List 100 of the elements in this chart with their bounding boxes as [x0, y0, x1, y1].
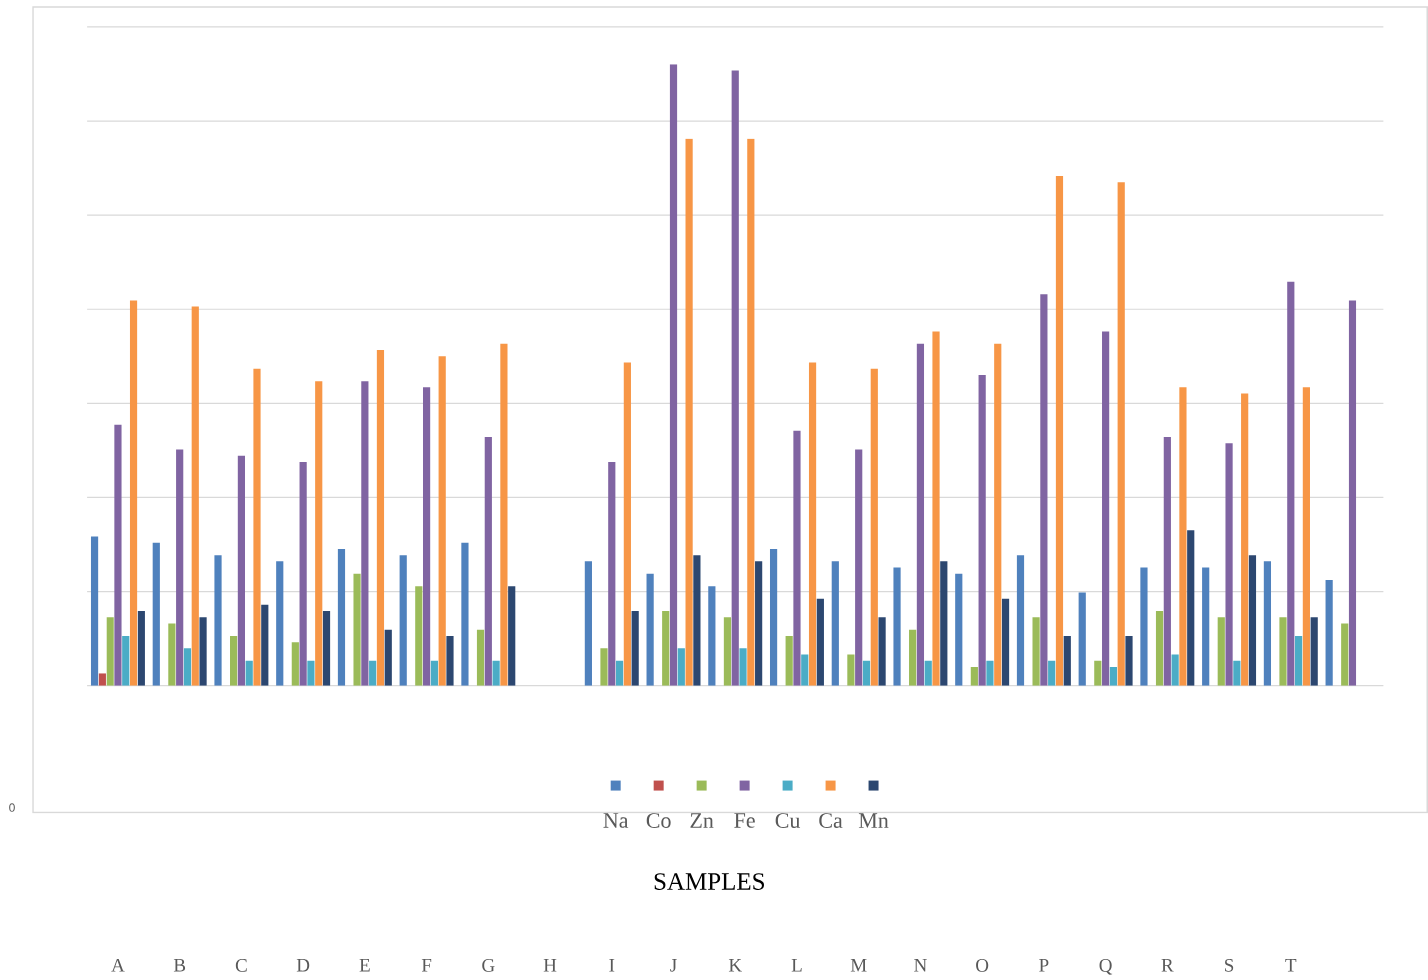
bar: [1102, 331, 1110, 686]
bar: [1187, 530, 1195, 686]
bar: [808, 362, 817, 686]
x-tick-label: I: [609, 958, 615, 972]
bar: [615, 660, 624, 686]
bar: [723, 617, 732, 686]
bar: [785, 635, 793, 686]
bar: [1310, 617, 1318, 686]
x-tick-label: M: [850, 958, 867, 972]
bar: [438, 356, 446, 686]
x-tick-label: J: [670, 958, 677, 972]
bar: [924, 660, 932, 686]
bar: [1348, 300, 1357, 686]
bar: [307, 660, 315, 686]
bar: [399, 554, 407, 686]
bar: [769, 548, 778, 686]
x-tick-label: A: [111, 958, 125, 972]
bar: [940, 561, 948, 686]
bar: [878, 617, 886, 686]
legend-label: Zn: [690, 813, 714, 828]
bar: [608, 461, 616, 686]
bar: [423, 387, 431, 686]
bar: [631, 610, 639, 686]
bar: [1241, 393, 1249, 686]
bar: [214, 554, 222, 686]
bar: [1225, 443, 1233, 686]
bar: [1341, 623, 1349, 686]
bar: [739, 648, 747, 686]
bar: [191, 306, 199, 686]
bar: [446, 635, 454, 686]
bar: [600, 648, 608, 686]
x-tick-label: P: [1039, 958, 1049, 972]
bar: [986, 660, 994, 686]
bar: [315, 380, 323, 686]
bar: [129, 300, 138, 686]
bar: [152, 542, 160, 686]
bar: [708, 585, 716, 686]
bar: [199, 617, 207, 686]
bar: [461, 542, 469, 686]
bar: [994, 343, 1002, 686]
x-tick-label: E: [359, 958, 370, 972]
bar: [1325, 579, 1333, 686]
bar: [237, 455, 245, 686]
legend-label: Fe: [734, 813, 755, 828]
bar: [299, 461, 307, 686]
bar: [793, 430, 801, 686]
x-tick-label: T: [1285, 958, 1297, 972]
bar: [669, 64, 678, 686]
bar: [747, 138, 755, 686]
legend-label: Cu: [775, 812, 801, 828]
x-tick-label: B: [173, 958, 186, 972]
bar: [369, 660, 377, 686]
bar: [1094, 660, 1102, 686]
bar: [685, 138, 693, 686]
bar: [508, 585, 516, 686]
bar: [1233, 660, 1241, 686]
bar: [1179, 387, 1187, 686]
x-axis-title: SAMPLES: [654, 872, 764, 890]
bar: [484, 436, 492, 686]
bar: [1078, 592, 1086, 686]
bar: [1295, 635, 1303, 686]
bar: [1109, 666, 1118, 686]
bar: [261, 604, 269, 686]
bar: [415, 585, 423, 686]
bar: [353, 573, 361, 686]
bar: [1302, 387, 1310, 686]
x-tick-label: Q: [1099, 958, 1113, 975]
legend-label: Na: [603, 813, 629, 828]
bar: [500, 343, 508, 686]
bar: [1016, 554, 1025, 686]
bar: [1125, 635, 1133, 686]
bar: [337, 548, 346, 686]
bar: [1248, 554, 1257, 686]
bar: [1032, 617, 1040, 686]
x-tick-label: N: [914, 958, 927, 972]
bar: [855, 449, 863, 686]
bar: [430, 660, 438, 686]
bar: [168, 623, 176, 686]
x-tick-label: F: [421, 958, 432, 972]
bar: [276, 561, 284, 686]
bar: [677, 648, 685, 686]
bar: [1040, 293, 1048, 686]
x-tick-label: H: [543, 958, 557, 972]
bar: [693, 554, 701, 686]
bar: [1117, 182, 1125, 686]
bar: [870, 368, 878, 686]
legend-label: Ca: [819, 812, 843, 828]
bar: [114, 424, 122, 686]
bar: [253, 368, 261, 686]
bar: [801, 654, 809, 686]
bar: [932, 331, 940, 686]
bar: [492, 660, 500, 686]
bar: [1055, 175, 1064, 686]
bar: [1140, 567, 1148, 686]
bar: [1048, 660, 1056, 686]
bar: [476, 629, 485, 686]
bar: [1202, 567, 1210, 686]
x-tick-label: G: [482, 958, 495, 972]
bar: [1001, 598, 1010, 686]
bar: [1171, 654, 1179, 686]
